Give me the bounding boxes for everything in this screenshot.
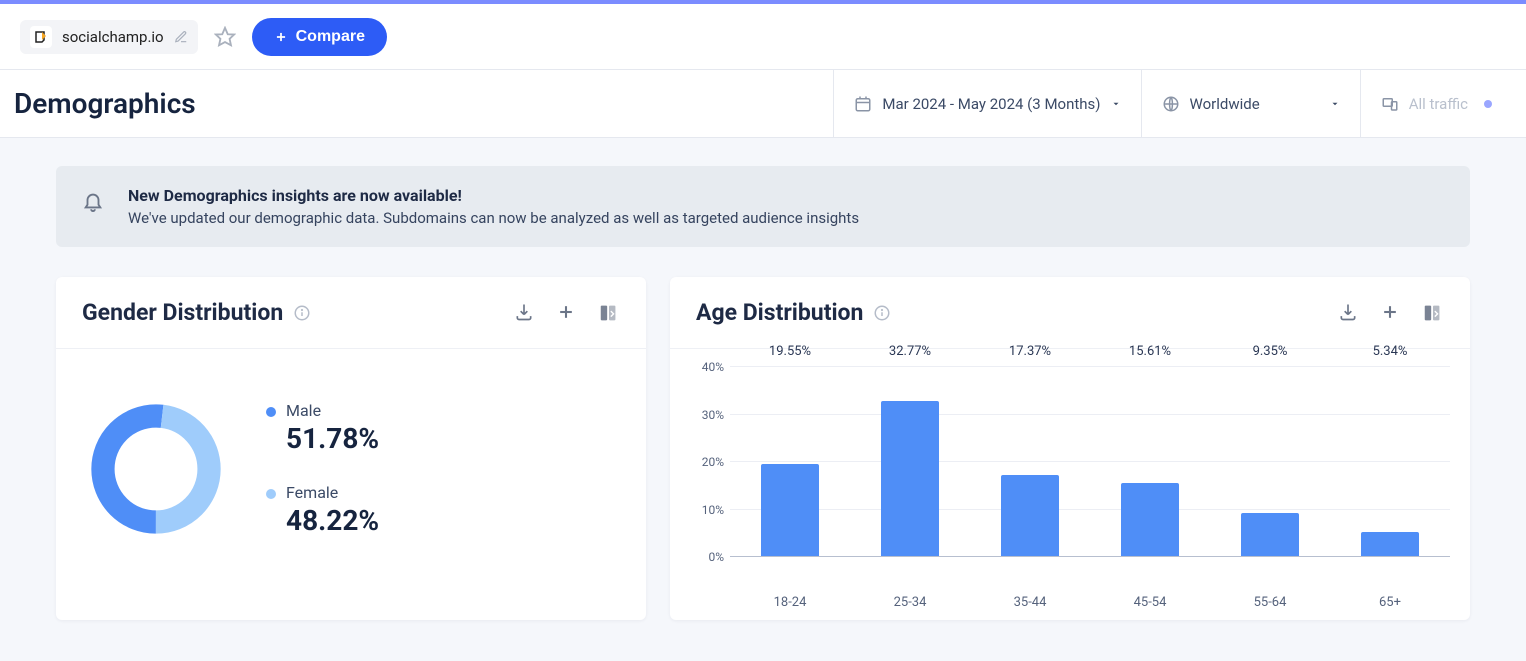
site-favicon [30, 26, 52, 48]
card-actions [1338, 302, 1444, 324]
age-card: Age Distribution 0%10%20%30%40% 19.55%32… [670, 277, 1470, 620]
bar-value-label: 5.34% [1373, 344, 1408, 359]
y-tick-label: 10% [702, 503, 724, 517]
bell-icon [82, 190, 104, 212]
x-tick-label: 45-54 [1090, 587, 1210, 610]
globe-icon [1162, 95, 1180, 113]
bar [881, 401, 939, 557]
y-tick-label: 40% [702, 360, 724, 374]
download-icon[interactable] [1338, 302, 1358, 324]
bar [1241, 513, 1299, 557]
export-icon[interactable] [598, 302, 620, 324]
age-body: 0% 10% 20% 30% 40% 19.55%32.77%17.37%15.61%9… [670, 349, 1470, 620]
page-header: Demographics Mar 2024 - May 2024 (3 Mont… [0, 70, 1526, 138]
bar [1361, 532, 1419, 557]
export-icon[interactable] [1422, 302, 1444, 324]
y-tick-label: 20% [702, 455, 724, 469]
y-tick-label: 0% [708, 550, 724, 564]
legend-label: Female [286, 483, 338, 502]
legend-row: Female 48.22% [266, 483, 379, 537]
compare-label: Compare [296, 28, 365, 46]
card-title: Gender Distribution [82, 299, 311, 326]
topbar: socialchamp.io Compare [0, 4, 1526, 70]
bar [761, 464, 819, 557]
cards-row: Gender Distribution Male 51.78% Female 48.2… [56, 277, 1470, 620]
alert-body: We've updated our demographic data. Subd… [128, 209, 859, 227]
legend-dot-icon [266, 407, 276, 417]
card-header: Age Distribution [670, 277, 1470, 349]
gender-donut-chart [86, 399, 226, 539]
chevron-down-icon [1111, 99, 1121, 109]
bar [1001, 475, 1059, 558]
status-dot-icon [1484, 100, 1492, 108]
gender-body: Male 51.78% Female 48.22% [56, 349, 646, 589]
info-alert: New Demographics insights are now availa… [56, 166, 1470, 247]
card-actions [514, 302, 620, 324]
traffic-label: All traffic [1409, 95, 1468, 113]
bar-value-label: 19.55% [769, 344, 811, 359]
bar-value-label: 9.35% [1253, 344, 1288, 359]
compare-button[interactable]: Compare [252, 18, 387, 56]
chevron-down-icon [1330, 99, 1340, 109]
legend-row: Male 51.78% [266, 401, 379, 455]
bar-value-label: 15.61% [1129, 344, 1171, 359]
legend-value: 51.78% [286, 422, 379, 455]
bar-column: 15.61% [1090, 367, 1210, 557]
x-tick-label: 35-44 [970, 587, 1090, 610]
page-title: Demographics [14, 87, 196, 120]
card-title-text: Gender Distribution [82, 299, 283, 326]
legend-label: Male [286, 401, 321, 420]
x-tick-label: 65+ [1330, 587, 1450, 610]
plus-icon [274, 30, 288, 44]
date-range-label: Mar 2024 - May 2024 (3 Months) [882, 95, 1100, 113]
content-area: New Demographics insights are now availa… [0, 138, 1526, 648]
bar-column: 17.37% [970, 367, 1090, 557]
bar-column: 32.77% [850, 367, 970, 557]
bar-column: 9.35% [1210, 367, 1330, 557]
bar-value-label: 17.37% [1009, 344, 1051, 359]
region-selector[interactable]: Worldwide [1141, 70, 1360, 137]
legend-dot-icon [266, 489, 276, 499]
age-bar-chart: 0%10%20%30%40% 19.55%32.77%17.37%15.61%9… [690, 367, 1450, 587]
bar-column: 19.55% [730, 367, 850, 557]
download-icon[interactable] [514, 302, 534, 324]
calendar-icon [854, 95, 872, 113]
alert-title: New Demographics insights are now availa… [128, 186, 859, 205]
x-tick-label: 55-64 [1210, 587, 1330, 610]
edit-icon[interactable] [174, 30, 188, 44]
bar-column: 5.34% [1330, 367, 1450, 557]
gender-legend: Male 51.78% Female 48.22% [266, 401, 379, 537]
site-chip[interactable]: socialchamp.io [20, 20, 198, 54]
legend-value: 48.22% [286, 504, 379, 537]
favorite-star-icon[interactable] [210, 22, 240, 52]
region-label: Worldwide [1190, 95, 1260, 113]
date-range-selector[interactable]: Mar 2024 - May 2024 (3 Months) [833, 70, 1140, 137]
header-controls: Mar 2024 - May 2024 (3 Months) Worldwide… [833, 70, 1512, 137]
site-name: socialchamp.io [62, 28, 164, 46]
info-icon[interactable] [293, 304, 311, 322]
bar [1121, 483, 1179, 557]
x-tick-label: 25-34 [850, 587, 970, 610]
card-title-text: Age Distribution [696, 299, 863, 326]
card-header: Gender Distribution [56, 277, 646, 349]
y-tick-label: 30% [702, 408, 724, 422]
info-icon[interactable] [873, 304, 891, 322]
bar-value-label: 32.77% [889, 344, 931, 359]
add-icon[interactable] [1380, 302, 1400, 324]
x-tick-label: 18-24 [730, 587, 850, 610]
card-title: Age Distribution [696, 299, 891, 326]
add-icon[interactable] [556, 302, 576, 324]
device-split-icon [1381, 95, 1399, 113]
gender-card: Gender Distribution Male 51.78% Female 48.2… [56, 277, 646, 620]
traffic-selector[interactable]: All traffic [1360, 70, 1512, 137]
